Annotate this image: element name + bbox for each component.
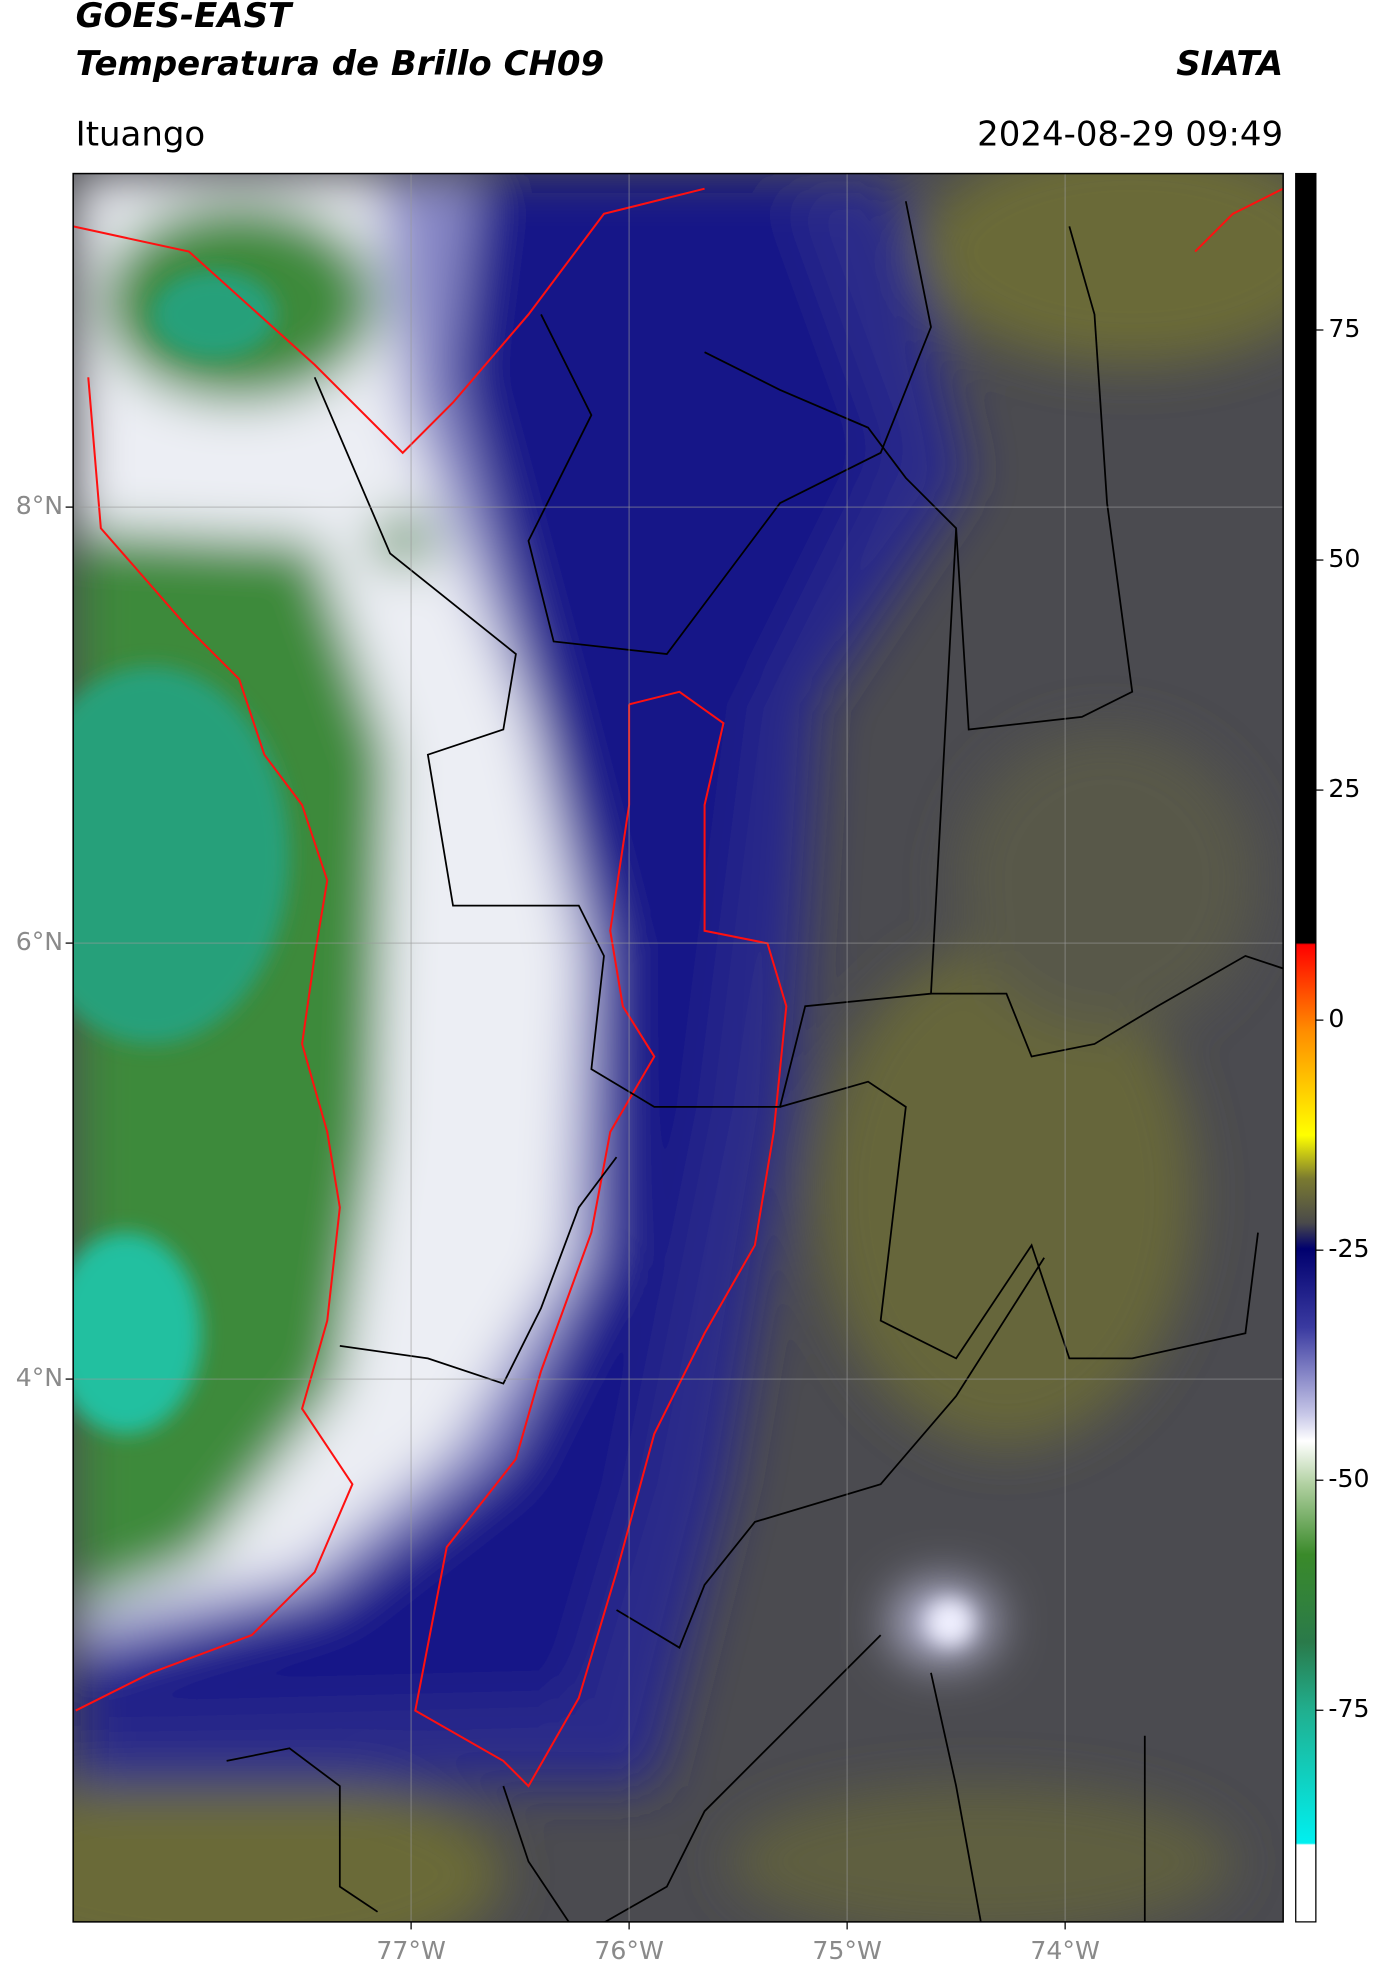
colorbar-tick-label: -75 xyxy=(1328,1694,1369,1723)
colorbar-tick-label: -50 xyxy=(1328,1464,1369,1493)
colorbar xyxy=(1295,172,1317,1923)
colorbar-tick-label: 0 xyxy=(1328,1004,1344,1033)
black-boundaries xyxy=(226,201,1284,1922)
location: Ituango xyxy=(76,114,206,154)
y-tick-label: 8°N xyxy=(16,491,63,520)
x-tick-label: 74°W xyxy=(1030,1936,1100,1965)
grid xyxy=(73,173,1284,1922)
map-frame xyxy=(72,172,1284,1923)
satellite-image xyxy=(73,173,1284,1922)
x-tick-label: 76°W xyxy=(594,1936,664,1965)
colorbar-tick-label: 50 xyxy=(1328,544,1360,573)
y-tick-label: 6°N xyxy=(16,927,63,956)
title: GOES-EAST xyxy=(76,0,294,36)
brand: SIATA xyxy=(1176,44,1283,84)
colorbar-tick-label: -25 xyxy=(1328,1234,1369,1263)
x-tick-label: 75°W xyxy=(812,1936,882,1965)
red-boundaries xyxy=(73,187,1284,1788)
y-tick-label: 4°N xyxy=(16,1363,63,1392)
subtitle: Temperatura de Brillo CH09 xyxy=(76,44,604,84)
timestamp: 2024-08-29 09:49 xyxy=(977,114,1283,154)
colorbar-tick-label: 25 xyxy=(1328,774,1360,803)
colorbar-tick-label: 75 xyxy=(1328,314,1360,343)
x-tick-label: 77°W xyxy=(376,1936,446,1965)
